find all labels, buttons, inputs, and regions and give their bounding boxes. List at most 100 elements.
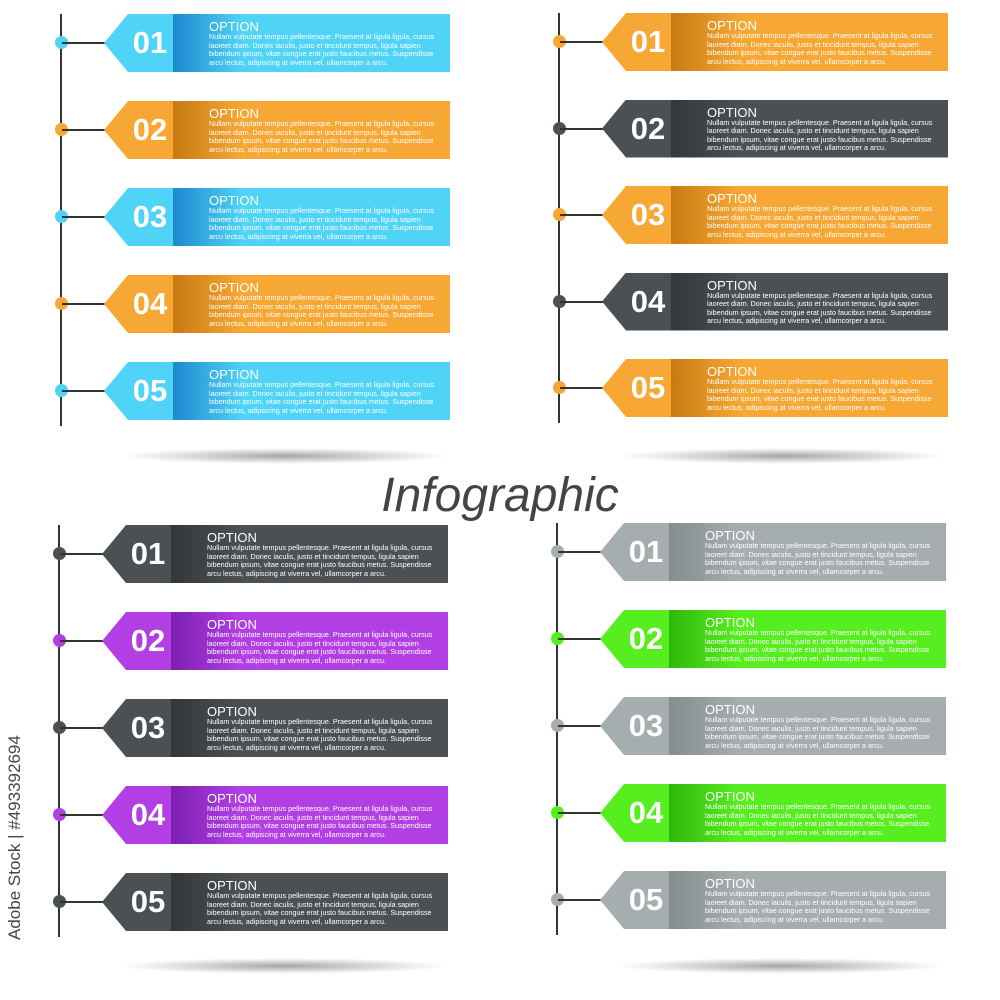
panel-shadow <box>118 958 448 974</box>
option-tag: 04 OPTION Nullam vulputate tempus pellente… <box>104 275 450 333</box>
option-description: Nullam vulputate tempus pellentesque. Pr… <box>209 293 434 328</box>
timeline-dot <box>551 719 564 732</box>
tag-body <box>173 362 450 420</box>
option-description: Nullam vulputate tempus pellentesque. Pr… <box>705 715 930 750</box>
description-line: Nullam vulputate tempus pellentesque. Pr… <box>207 717 433 726</box>
tag-body <box>171 786 448 844</box>
description-line: arcu lectus, adipiscing at viverra vel, … <box>207 568 386 578</box>
description-line: Nullam vulputate tempus pellentesque. Pr… <box>209 32 435 41</box>
option-heading: OPTION <box>209 19 259 34</box>
description-line: bibendum ipsum, vitae congue erat justo … <box>705 558 930 568</box>
description-line: Nullam vulputate tempus pellentesque. Pr… <box>207 543 433 552</box>
option-tag: 01 OPTION Nullam vulputate tempus pellente… <box>102 525 448 583</box>
option-description: Nullam vulputate tempus pellentesque. Pr… <box>207 804 433 839</box>
panel-shadow <box>120 448 450 464</box>
tag-body <box>171 873 448 931</box>
option-heading: OPTION <box>705 876 755 891</box>
option-tag: 02 OPTION Nullam vulputate tempus pellente… <box>600 610 946 668</box>
tag-body <box>671 13 948 71</box>
option-tag: 02 OPTION Nullam vulputate tempus pellente… <box>602 99 948 158</box>
connector-line <box>560 127 604 130</box>
description-line: laoreet diam. Donec iaculis, justo et ti… <box>707 385 919 395</box>
option-tag: 05 OPTION Nullam vulputate tempus pellente… <box>102 873 448 931</box>
description-line: arcu lectus, adipiscing at viverra vel, … <box>707 143 886 153</box>
description-line: laoreet diam. Donec iaculis, justo et ti… <box>207 725 419 735</box>
option-heading: OPTION <box>705 702 755 717</box>
option-description: Nullam vulputate tempus pellentesque. Pr… <box>707 118 932 153</box>
connector-line <box>560 387 604 389</box>
description-line: Nullam vulputate tempus pellentesque. Pr… <box>207 804 433 813</box>
description-line: Nullam vulputate tempus pellentesque. Pr… <box>705 889 931 898</box>
description-line: arcu lectus, adipiscing at viverra vel, … <box>705 827 884 837</box>
connector-line <box>560 300 604 303</box>
option-tag: 05 OPTION Nullam vulputate tempus pellente… <box>104 362 450 420</box>
option-heading: OPTION <box>707 18 757 33</box>
timeline-dot <box>553 35 566 48</box>
option-number: 04 <box>132 286 168 321</box>
description-line: bibendum ipsum, vitae congue erat justo … <box>707 307 932 317</box>
option-item: 04 OPTION Nullam vulputate tempus pellente… <box>553 272 1000 331</box>
option-heading: OPTION <box>707 364 757 379</box>
option-heading: OPTION <box>207 704 257 719</box>
connector-line <box>62 129 106 131</box>
option-heading: OPTION <box>209 193 259 208</box>
timeline-dot <box>551 632 564 645</box>
tag-body <box>173 275 450 333</box>
option-description: Nullam vulputate tempus pellentesque. Pr… <box>209 380 434 415</box>
timeline-dot <box>53 721 66 734</box>
description-line: Nullam vulputate tempus pellentesque. Pr… <box>207 891 433 900</box>
option-number: 05 <box>628 882 664 917</box>
timeline-dot <box>53 547 66 560</box>
option-item: 05 OPTION Nullam vulputate tempus pellente… <box>551 871 1000 929</box>
option-tag: 05 OPTION Nullam vulputate tempus pellente… <box>602 359 948 417</box>
description-line: Nullam vulputate tempus pellentesque. Pr… <box>209 206 435 215</box>
option-description: Nullam vulputate tempus pellentesque. Pr… <box>705 628 930 663</box>
description-line: arcu lectus, adipiscing at viverra vel, … <box>705 566 884 576</box>
option-item: 01 OPTION Nullam vulputate tempus pellente… <box>53 525 508 583</box>
option-item: 05 OPTION Nullam vulputate tempus pellente… <box>53 873 508 931</box>
option-description: Nullam vulputate tempus pellentesque. Pr… <box>207 717 433 752</box>
connector-line <box>60 901 104 903</box>
option-heading: OPTION <box>207 878 257 893</box>
option-item: 01 OPTION Nullam vulputate tempus pellente… <box>553 13 1000 71</box>
option-number: 05 <box>630 370 666 405</box>
option-heading: OPTION <box>705 789 755 804</box>
option-number: 02 <box>628 621 664 656</box>
option-tag: 03 OPTION Nullam vulputate tempus pellente… <box>600 697 946 755</box>
tag-body <box>173 14 450 72</box>
option-number: 01 <box>628 534 664 569</box>
timeline-dot <box>553 294 566 308</box>
option-item: 05 OPTION Nullam vulputate tempus pellente… <box>55 362 510 420</box>
option-tag: 03 OPTION Nullam vulputate tempus pellente… <box>102 699 448 757</box>
connector-line <box>60 727 104 729</box>
description-line: bibendum ipsum, vitae congue erat justo … <box>207 821 432 831</box>
option-item: 03 OPTION Nullam vulputate tempus pellente… <box>55 188 510 246</box>
connector-line <box>62 42 106 44</box>
option-number: 05 <box>132 373 168 408</box>
timeline-dot <box>551 893 564 906</box>
timeline-dot <box>55 297 68 310</box>
option-number: 02 <box>132 112 168 147</box>
panel-shadow <box>618 448 948 464</box>
description-line: arcu lectus, adipiscing at viverra vel, … <box>705 653 884 663</box>
timeline-dot <box>553 208 566 221</box>
tag-body <box>669 784 946 842</box>
option-heading: OPTION <box>707 191 757 206</box>
description-line: laoreet diam. Donec iaculis, justo et ti… <box>209 127 421 137</box>
description-line: Nullam vulputate tempus pellentesque. Pr… <box>209 119 435 128</box>
option-description: Nullam vulputate tempus pellentesque. Pr… <box>209 206 435 241</box>
description-line: laoreet diam. Donec iaculis, justo et ti… <box>705 810 917 820</box>
tag-body <box>173 188 450 246</box>
timeline-dot <box>55 384 68 397</box>
description-line: bibendum ipsum, vitae congue erat justo … <box>707 394 932 404</box>
connector-line <box>60 553 104 555</box>
description-line: bibendum ipsum, vitae congue erat justo … <box>707 48 932 58</box>
connector-line <box>60 814 104 816</box>
option-tag: 01 OPTION Nullam vulputate tempus pellente… <box>602 13 948 71</box>
option-number: 03 <box>630 197 666 232</box>
description-line: Nullam vulputate tempus pellentesque. Pr… <box>207 630 433 639</box>
option-item: 01 OPTION Nullam vulputate tempus pellente… <box>55 14 510 72</box>
tag-body <box>171 699 448 757</box>
option-tag: 05 OPTION Nullam vulputate tempus pellente… <box>600 871 946 929</box>
connector-line <box>560 41 604 43</box>
